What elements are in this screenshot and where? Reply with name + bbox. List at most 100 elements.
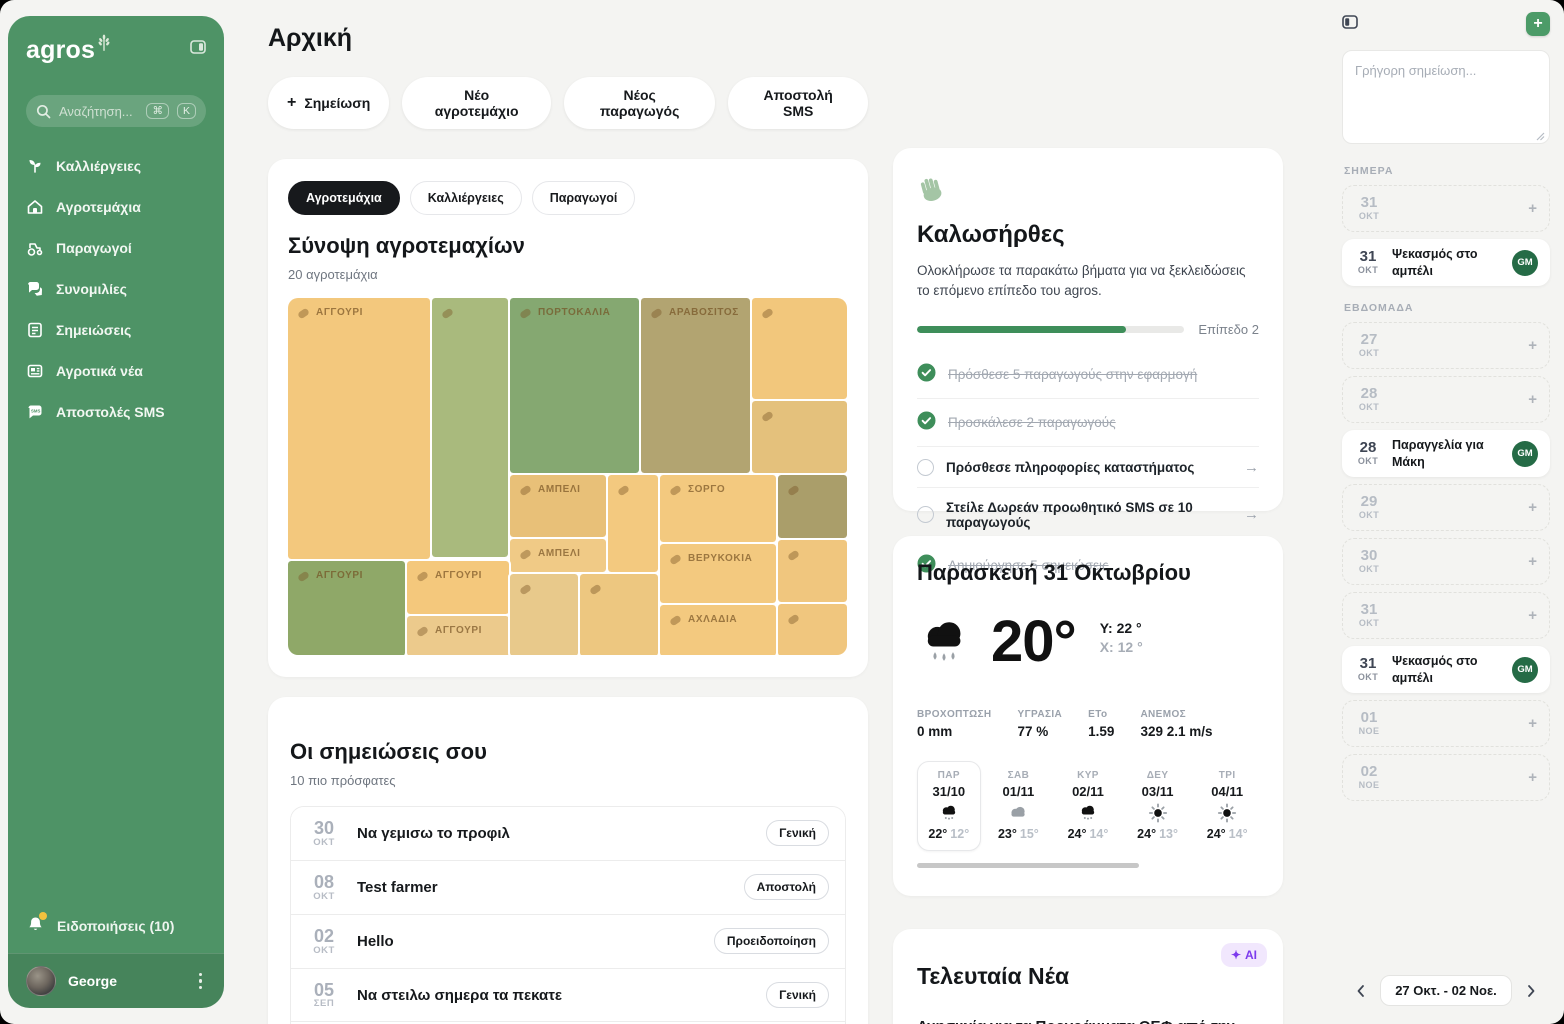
- sidebar-item-notes[interactable]: Σημειώσεις: [26, 321, 206, 339]
- treemap-block[interactable]: [750, 399, 847, 475]
- treemap-block[interactable]: [776, 602, 847, 655]
- user-menu-kebab-icon[interactable]: [195, 969, 207, 994]
- sidebar-item-chats[interactable]: Συνομιλίες: [26, 280, 206, 298]
- check-circle-icon: [917, 363, 936, 387]
- treemap-block[interactable]: ΑΜΠΕΛΙ: [508, 473, 608, 539]
- schedule-entry[interactable]: 31 ΟΚΤ +: [1342, 185, 1550, 232]
- treemap-block[interactable]: [606, 473, 660, 574]
- wheat-icon: [98, 34, 110, 51]
- notes-title: Οι σημειώσεις σου: [290, 739, 487, 764]
- treemap-block[interactable]: ΑΓΓΟΥΡΙ: [288, 559, 407, 655]
- quick-note: [1342, 50, 1550, 149]
- rain-icon: [942, 805, 955, 820]
- schedule-date: 29 ΟΚΤ: [1358, 493, 1380, 520]
- schedule-entry[interactable]: 31 ΟΚΤ Ψεκασμός στο αμπέλι GM: [1342, 646, 1550, 693]
- treemap-block[interactable]: ΑΓΓΟΥΡΙ: [405, 559, 511, 616]
- new-field-button[interactable]: Νέο αγροτεμάχιο: [402, 77, 551, 129]
- sidebar-item-sms[interactable]: SMS Αποστολές SMS: [26, 403, 206, 421]
- treemap-block[interactable]: ΑΓΓΟΥΡΙ: [288, 298, 432, 561]
- schedule-entry[interactable]: 29 ΟΚΤ +: [1342, 484, 1550, 531]
- note-row[interactable]: 08 ΟΚΤ Test farmer Αποστολή: [291, 859, 845, 914]
- news-headline[interactable]: Ανησυχία για τα Προγράμματα ΟΕΦ από την …: [917, 1016, 1247, 1024]
- schedule-date: 31 ΟΚΤ: [1358, 194, 1380, 221]
- note-row[interactable]: 30 ΟΚΤ Να γεμισω το προφιλ Γενική: [291, 807, 845, 860]
- add-note-button[interactable]: +: [1526, 12, 1550, 36]
- schedule-entry[interactable]: 28 ΟΚΤ +: [1342, 376, 1550, 423]
- sidebar-item-fields[interactable]: Αγροτεμάχια: [26, 198, 206, 216]
- search-input[interactable]: [59, 103, 139, 119]
- treemap-block[interactable]: [578, 572, 660, 655]
- sidebar-item-producers[interactable]: Παραγωγοί: [26, 239, 206, 257]
- welcome-title: Καλωσήρθες: [917, 221, 1065, 248]
- notifications-label: Ειδοποιήσεις (10): [57, 918, 175, 934]
- logo-text: agros: [26, 36, 96, 64]
- search-bar: ⌘ K: [26, 95, 206, 127]
- send-sms-button[interactable]: Αποστολή SMS: [728, 77, 868, 129]
- new-producer-button[interactable]: Νέος παραγωγός: [563, 77, 716, 129]
- sidebar-item-crops[interactable]: Καλλιέργειες: [26, 157, 206, 175]
- schedule-entry[interactable]: 27 ΟΚΤ +: [1342, 322, 1550, 369]
- panel-collapse-icon[interactable]: [1342, 14, 1358, 34]
- checklist-item[interactable]: Δημιούργησε 5 σημειώσεις: [917, 542, 1259, 589]
- note-row[interactable]: 02 ΟΚΤ Hello Προειδοποίηση: [291, 913, 845, 968]
- level-label: Επίπεδο 2: [1198, 322, 1259, 338]
- schedule-entry[interactable]: 28 ΟΚΤ Παραγγελία για Μάκη GM: [1342, 430, 1550, 477]
- sidebar-collapse-icon[interactable]: [190, 40, 206, 59]
- cucumber-icon: [296, 307, 311, 320]
- treemap-block[interactable]: ΠΟΡΤΟΚΑΛΙΑ: [508, 298, 641, 475]
- user-name: George: [68, 973, 118, 989]
- tab-producers[interactable]: Παραγωγοί: [531, 181, 636, 215]
- treemap-block[interactable]: [776, 538, 847, 604]
- treemap-block[interactable]: ΑΜΠΕΛΙ: [508, 537, 608, 574]
- schedule-entry[interactable]: 31 ΟΚΤ +: [1342, 592, 1550, 639]
- checklist-item[interactable]: Προσκάλεσε 2 παραγωγούς: [917, 399, 1259, 448]
- schedule-entry[interactable]: 01 ΝΟΕ +: [1342, 700, 1550, 747]
- main-content: Αρχική + Σημείωση Νέο αγροτεμάχιο Νέος πα…: [268, 24, 868, 1024]
- sun-icon: [1148, 803, 1167, 823]
- ai-badge: ✦ AI: [1220, 943, 1267, 967]
- treemap-block[interactable]: ΑΓΓΟΥΡΙ: [405, 614, 511, 655]
- treemap-block[interactable]: ΑΡΑΒΟΣΙΤΟΣ: [639, 298, 752, 475]
- checklist-item[interactable]: Πρόσθεσε πληροφορίες καταστήματος →: [917, 447, 1259, 489]
- forecast-scrollbar[interactable]: [917, 863, 1140, 868]
- forecast-day-chip[interactable]: ΠΑΡ 31/10 22° 12°: [917, 761, 981, 851]
- treemap-block[interactable]: [750, 298, 847, 401]
- treemap-block[interactable]: [508, 572, 580, 655]
- new-note-button[interactable]: + Σημείωση: [268, 77, 390, 129]
- notifications-button[interactable]: Ειδοποιήσεις (10): [26, 905, 206, 953]
- fields-summary-card: Αγροτεμάχια Καλλιέργειες Παραγωγοί Σύνοψ…: [268, 159, 868, 677]
- forecast-day-chip[interactable]: ΔΕΥ 03/11 24° 13°: [1137, 770, 1178, 841]
- schedule-date: 28 ΟΚΤ: [1357, 439, 1379, 466]
- note-row[interactable]: 05 ΣΕΠ Να στειλω τα χρηματα στον Γιαννη …: [291, 1021, 845, 1024]
- quick-note-input[interactable]: [1342, 50, 1550, 144]
- cmd-key-chip: ⌘: [146, 103, 169, 119]
- add-event-plus-icon: +: [1528, 553, 1537, 570]
- treemap-block[interactable]: [430, 298, 510, 559]
- schedule-entry[interactable]: 02 ΝΟΕ +: [1342, 754, 1550, 801]
- user-bar[interactable]: George: [8, 953, 224, 1008]
- schedule-entry[interactable]: 31 ΟΚΤ Ψεκασμός στο αμπέλι GM: [1342, 239, 1550, 286]
- avatar: GM: [1512, 249, 1538, 276]
- forecast-day-chip[interactable]: ΣΑΒ 01/11 23° 15°: [997, 770, 1039, 841]
- sidebar-item-news[interactable]: Αγροτικά νέα: [26, 362, 206, 380]
- schedule-entry[interactable]: 30 ΟΚΤ +: [1342, 538, 1550, 585]
- prev-week-chevron-icon[interactable]: [1354, 984, 1368, 998]
- orange-icon: [518, 307, 533, 320]
- treemap-block[interactable]: ΣΟΡΓΟ: [658, 473, 778, 544]
- next-week-chevron-icon[interactable]: [1524, 984, 1538, 998]
- wave-hand-icon: [917, 174, 1259, 209]
- date-range-pill[interactable]: 27 Οκτ. - 02 Νοε.: [1380, 975, 1512, 1006]
- treemap-block[interactable]: ΑΧΛΑΔΙΑ: [658, 603, 778, 655]
- forecast-day-chip[interactable]: ΚΥΡ 02/11 24° 14°: [1067, 770, 1109, 841]
- tab-crops[interactable]: Καλλιέργειες: [409, 181, 522, 215]
- right-column: Καλωσήρθες Ολοκλήρωσε τα παρακάτω βήματα…: [893, 148, 1283, 1024]
- treemap-block[interactable]: ΒΕΡΥΚΟΚΙΑ: [658, 542, 778, 605]
- tab-fields[interactable]: Αγροτεμάχια: [288, 181, 400, 215]
- schedule-date: 28 ΟΚΤ: [1358, 385, 1380, 412]
- treemap-block[interactable]: [776, 473, 847, 540]
- forecast-day-chip[interactable]: ΤΡΙ 04/11 24° 14°: [1206, 770, 1248, 841]
- checklist-item[interactable]: Πρόσθεσε 5 παραγωγούς στην εφαρμογή: [917, 351, 1259, 400]
- note-row[interactable]: 05 ΣΕΠ Να στειλω σημερα τα πεκατε Γενική: [291, 967, 845, 1022]
- checklist-item[interactable]: Στείλε Δωρεάν προωθητικό SMS σε 10 παραγ…: [917, 488, 1259, 543]
- level-progress: Επίπεδο 2: [917, 322, 1259, 337]
